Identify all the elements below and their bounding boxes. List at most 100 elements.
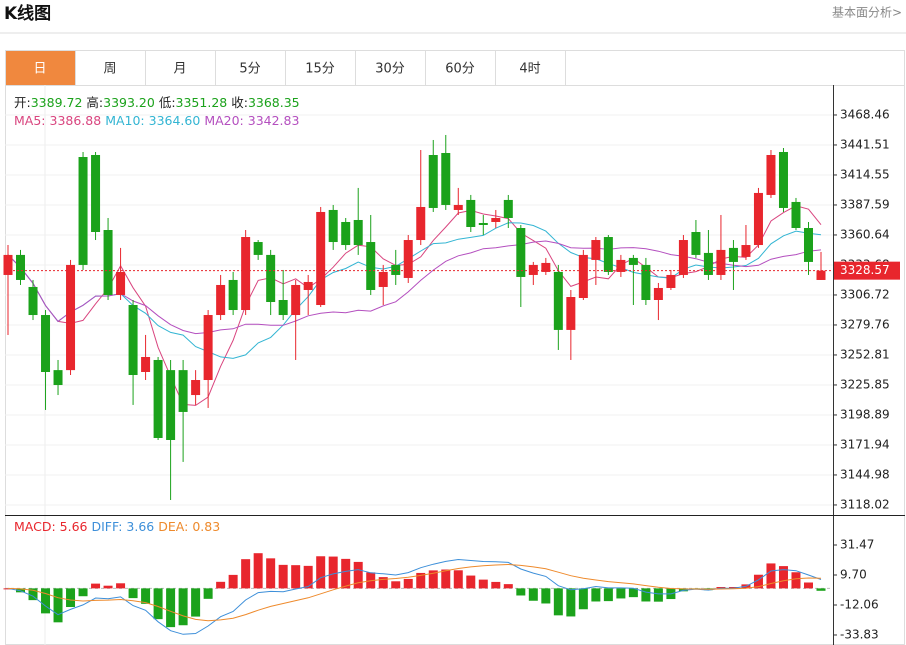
candle-body [653,287,663,300]
candle-body [166,370,176,440]
macd-bar [166,588,176,628]
candle-body [378,271,388,287]
macd-bar [291,565,301,589]
macd-bar [41,588,51,614]
ma-name: MA5: [14,113,46,128]
macd-bar [641,588,651,602]
candle-body [303,281,313,290]
candle-body [741,245,751,257]
y-tick-label: 3171.94 [840,437,890,451]
candle-body [441,152,451,205]
macd-bar [603,588,613,602]
tab-label[interactable]: 30分 [375,62,405,77]
tab[interactable] [145,50,216,86]
quote-value: 3393.20 [103,95,155,110]
macd-bar [591,588,601,602]
candle-body [103,230,113,295]
candle-body [591,240,601,260]
macd-bar [578,588,588,610]
tab-label[interactable]: 日 [33,62,46,77]
candle-body [716,249,726,275]
candle-body [141,356,151,373]
macd-bar [391,581,401,589]
macd-bar [791,572,801,589]
candle-body [466,199,476,227]
y-tick-label: 3468.46 [840,107,890,121]
macd-bar [103,585,113,589]
tab-label[interactable]: 周 [103,62,116,77]
candle-body [353,219,363,246]
macd-bar [228,574,238,589]
macd-bar [66,588,76,608]
macd-bar [316,556,326,589]
quote-value: 3389.72 [31,95,83,110]
tab-label[interactable]: 5分 [239,62,260,77]
ma-value: 3386.88 [50,113,102,128]
tab[interactable] [355,50,426,86]
macd-bar [328,556,338,589]
candle-body [628,257,638,265]
candle-body [3,254,13,275]
macd-bar [466,575,476,589]
tab-label[interactable]: 4时 [519,62,540,77]
macd-bar [778,566,788,589]
macd-bar [441,569,451,589]
candle-body [41,315,51,373]
candle-body [328,209,338,243]
y-tick-label: 3387.59 [840,197,890,211]
macd-legend-value: 3.66 [126,519,154,534]
macd-bar [766,563,776,589]
y-tick-label: 3306.72 [840,287,890,301]
macd-bar [241,559,251,589]
candle-body [16,254,26,280]
macd-bar [266,558,276,589]
candle-body [478,222,488,225]
tab-label[interactable]: 月 [173,62,186,77]
y-tick-label: 3414.55 [840,167,890,181]
tab[interactable] [495,50,566,86]
candle-body [391,264,401,275]
quote-label: 高: [86,95,103,110]
y-tick-label: 3144.98 [840,467,890,481]
candle-body [553,271,563,330]
ma-value: 3342.83 [248,113,300,128]
macd-bar [528,588,538,601]
candle-body [703,252,713,275]
candle-body [803,227,813,262]
candle-body [778,151,788,208]
tab[interactable] [75,50,146,86]
macd-bar [216,581,226,589]
candle-body [128,305,138,376]
macd-tick-label: -12.06 [840,597,879,611]
macd-tick-label: -33.83 [840,627,879,641]
macd-bar [516,588,526,596]
candle-body [28,286,38,316]
page-title: K线图 [4,3,51,24]
macd-bar [191,588,201,617]
candle-body [566,296,576,330]
candle-body [691,232,701,255]
quote-value: 3368.35 [248,95,300,110]
candle-body [641,264,651,300]
candle-body [541,262,551,272]
tab[interactable] [425,50,496,86]
analysis-link[interactable]: 基本面分析> [832,6,902,20]
candle-body [316,211,326,306]
macd-bar [203,588,213,599]
tab-label[interactable]: 15分 [305,62,335,77]
macd-bar [91,583,101,589]
tab[interactable] [215,50,286,86]
tab-label[interactable]: 60分 [445,62,475,77]
macd-bar [341,558,351,589]
macd-bar [116,583,126,589]
macd-bar [816,588,826,591]
ma-name: MA10: [105,113,144,128]
candle-body [516,227,526,277]
tab[interactable] [5,50,76,86]
candle-body [728,247,738,262]
candle-body [616,259,626,272]
macd-bar [403,578,413,589]
macd-bar [628,588,638,598]
candle-body [753,192,763,246]
candle-body [203,315,213,381]
